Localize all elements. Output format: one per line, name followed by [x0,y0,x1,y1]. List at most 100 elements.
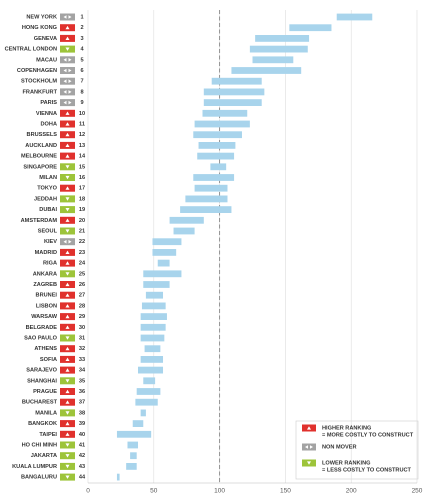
city-label: HO CHI MINH [22,442,57,448]
bar [140,323,166,331]
legend-label: = MORE COSTLY TO CONSTRUCT [322,432,414,438]
rank-label: 33 [79,357,85,363]
rank-label: 12 [79,132,85,138]
city-label: BUCHAREST [22,400,58,406]
indicator-arrow [65,314,70,319]
rank-label: 37 [79,400,85,406]
city-label: TOKYO [37,186,57,192]
rank-label: 30 [79,325,85,331]
rank-label: 42 [79,453,85,459]
indicator-arrow [63,58,72,62]
rank-label: 36 [79,389,85,395]
bar [197,152,235,160]
bar [289,24,332,32]
rank-label: 20 [79,218,85,224]
legend-box [295,420,419,480]
bar [138,366,164,374]
rank-label: 39 [79,421,85,427]
indicator-box [60,56,75,64]
rank-label: 21 [79,228,85,234]
rank-label: 9 [80,100,83,106]
city-label: SEOUL [38,228,58,234]
rank-label: 24 [79,261,86,267]
rank-label: 10 [79,111,85,117]
rank-label: 7 [80,79,83,85]
city-label: ATHENS [34,346,57,352]
rank-label: 1 [80,14,83,20]
indicator-box [60,238,75,246]
indicator-arrow [65,261,70,265]
indicator-arrow [307,426,311,430]
legend-label: NON MOVER [322,444,357,450]
indicator-arrow [65,282,70,287]
indicator-arrow [65,25,70,30]
legend-label: HIGHER RANKING [322,425,371,431]
city-label: MADRID [35,250,57,256]
bar [193,174,235,181]
rank-label: 5 [80,57,83,63]
bar [132,420,144,427]
city-label: BRUSSELS [27,132,58,138]
bar [169,216,204,224]
rank-label: 8 [80,89,83,95]
city-label: SINGAPORE [23,164,57,170]
bar [116,430,152,438]
city-label: SHANGHAI [27,378,57,384]
rank-label: 31 [79,335,85,341]
indicator-arrow [65,197,70,201]
indicator-box [60,13,75,21]
city-label: JAKARTA [31,453,57,459]
city-label: KUALA LUMPUR [12,464,57,470]
rank-label: 34 [79,368,86,374]
city-label: WARSAW [31,314,58,320]
city-label: SARAJEVO [26,368,57,374]
indicator-arrow [65,379,70,383]
bar [249,45,308,53]
city-label: JEDDAH [34,196,57,202]
bar [203,99,262,106]
city-label: DUBAI [39,207,57,213]
rank-label: 23 [79,250,85,256]
city-label: KIEV [44,239,57,245]
bar [194,184,228,192]
city-label: MANILA [35,410,57,416]
bar [173,227,195,235]
indicator-arrow [65,111,70,115]
indicator-arrow [63,15,72,19]
indicator-arrow [65,421,70,426]
rank-label: 3 [80,36,83,42]
rank-label: 40 [79,432,85,438]
bar [143,281,170,288]
bar [231,67,302,74]
indicator-arrow [65,357,70,361]
indicator-arrow [305,445,313,449]
bar [185,195,228,203]
x-tick-label: 0 [86,488,90,495]
bar [202,109,248,117]
bar [143,270,182,278]
bar [336,13,373,21]
bar [127,441,139,449]
bar [144,345,161,353]
bar [211,77,262,85]
rank-label: 13 [79,143,85,149]
indicator-arrow [65,132,70,137]
rank-label: 11 [79,121,85,127]
city-label: MACAU [36,57,57,63]
indicator-box [60,99,75,107]
bar [140,409,146,417]
city-label: PARIS [40,100,57,106]
indicator-arrow [63,239,72,244]
indicator-arrow [65,400,70,404]
city-label: ZAGREB [33,282,57,288]
rank-label: 44 [79,475,86,481]
city-label: STOCKHOLM [21,79,57,85]
x-tick-label: 250 [412,488,423,495]
rank-label: 26 [79,282,85,288]
indicator-arrow [65,154,70,158]
legend-label: LOWER RANKING [322,460,370,466]
bar [193,131,242,139]
indicator-arrow [65,432,70,436]
bar [203,88,265,96]
